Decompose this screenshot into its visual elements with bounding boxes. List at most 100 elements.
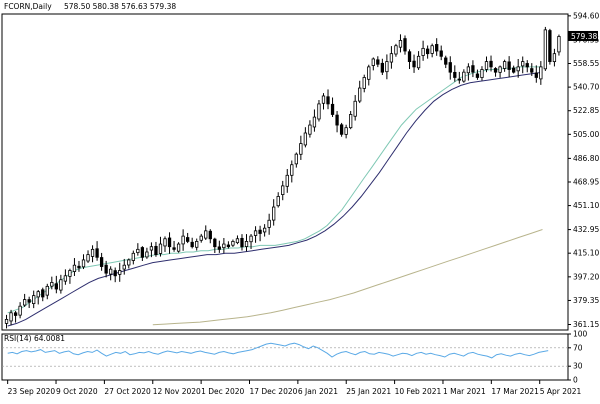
candle-body [398, 40, 403, 48]
rsi-line [7, 342, 549, 359]
candle-body [303, 132, 308, 146]
ma-slow-line [152, 229, 543, 326]
candle-body [290, 164, 294, 176]
candle-body [435, 44, 439, 52]
candle [326, 89, 330, 110]
candle [199, 233, 203, 243]
candle [68, 268, 72, 284]
candle-body [90, 248, 95, 257]
candle [484, 56, 489, 73]
candle [430, 43, 434, 58]
candle [131, 250, 135, 265]
candle [99, 252, 104, 271]
candle [416, 51, 421, 70]
candle [285, 169, 289, 193]
candle-body [371, 58, 375, 66]
x-tick-label: 1 Mar 2021 [443, 387, 486, 396]
candle-body [412, 60, 416, 68]
candle [249, 234, 253, 249]
candle-body [453, 71, 457, 78]
candle-body [521, 61, 525, 67]
candle-body [276, 196, 280, 207]
candle-body [308, 124, 312, 135]
candle [353, 95, 357, 121]
candle [308, 120, 312, 138]
candle [226, 241, 231, 249]
candle-body [41, 289, 45, 298]
y-tick-label: 522.85 [573, 106, 599, 115]
candle-body [512, 67, 516, 73]
candle-body [416, 55, 421, 69]
candle-body [507, 61, 511, 70]
candle [41, 287, 45, 302]
x-tick-label: 1 Dec 2020 [201, 387, 244, 396]
rsi-frame [1, 333, 569, 381]
y-tick-label: 415.10 [573, 249, 599, 258]
y-tick-label: 361.15 [573, 320, 599, 329]
candle-body [516, 66, 520, 72]
candle [358, 80, 362, 104]
candle [367, 64, 371, 86]
candle [335, 111, 339, 133]
candle-body [493, 68, 498, 73]
candle [253, 226, 258, 243]
candle-body [317, 103, 321, 120]
candle-body [489, 60, 493, 68]
candle [208, 229, 212, 244]
candle [9, 309, 13, 326]
candle-body [18, 305, 22, 316]
candle-body [407, 51, 412, 62]
candle [95, 241, 99, 261]
candle [158, 236, 163, 257]
main-plot [1, 13, 569, 381]
candles [4, 26, 561, 329]
candle [290, 160, 294, 183]
candle [109, 266, 113, 281]
ohlc-readout: 578.50 580.38 576.63 579.38 [64, 2, 176, 11]
candle-body [240, 237, 244, 248]
candle-body [285, 174, 289, 187]
candle [521, 56, 525, 74]
candle [321, 93, 326, 110]
x-tick-label: 27 Oct 2020 [104, 387, 151, 396]
ma-fast-line [7, 66, 543, 314]
candle-body [430, 45, 434, 54]
candle-body [122, 264, 126, 270]
candle-body [353, 100, 357, 117]
candle [113, 267, 117, 283]
x-tick-label: 12 Nov 2020 [153, 387, 201, 396]
y-tick-label: 432.95 [573, 225, 599, 234]
candle-body [448, 62, 452, 73]
y-tick-label: 379.35 [573, 296, 599, 305]
candle [444, 55, 448, 69]
candle-body [294, 153, 298, 165]
candle [480, 66, 484, 81]
candle [534, 65, 538, 83]
candle-body [444, 57, 448, 65]
candle [59, 274, 63, 294]
candle-body [127, 259, 131, 266]
candle-body [204, 230, 208, 239]
candle [530, 63, 534, 76]
candle [376, 56, 380, 68]
candle-body [367, 66, 371, 80]
candle [13, 310, 18, 323]
candle-body [149, 246, 154, 251]
candle [394, 43, 398, 57]
candle [136, 243, 140, 256]
candle [118, 262, 122, 282]
candle [439, 45, 443, 61]
y-tick-label: 397.20 [573, 272, 599, 281]
candle [18, 302, 22, 319]
candle [425, 45, 430, 59]
candle [421, 40, 425, 61]
candle-body [13, 312, 18, 316]
candle [349, 110, 353, 130]
candle [86, 250, 90, 263]
candle-body [99, 257, 104, 267]
candle [50, 276, 54, 290]
candle [122, 258, 126, 275]
candle-body [552, 53, 557, 63]
candle [448, 56, 452, 80]
candle [186, 232, 190, 244]
